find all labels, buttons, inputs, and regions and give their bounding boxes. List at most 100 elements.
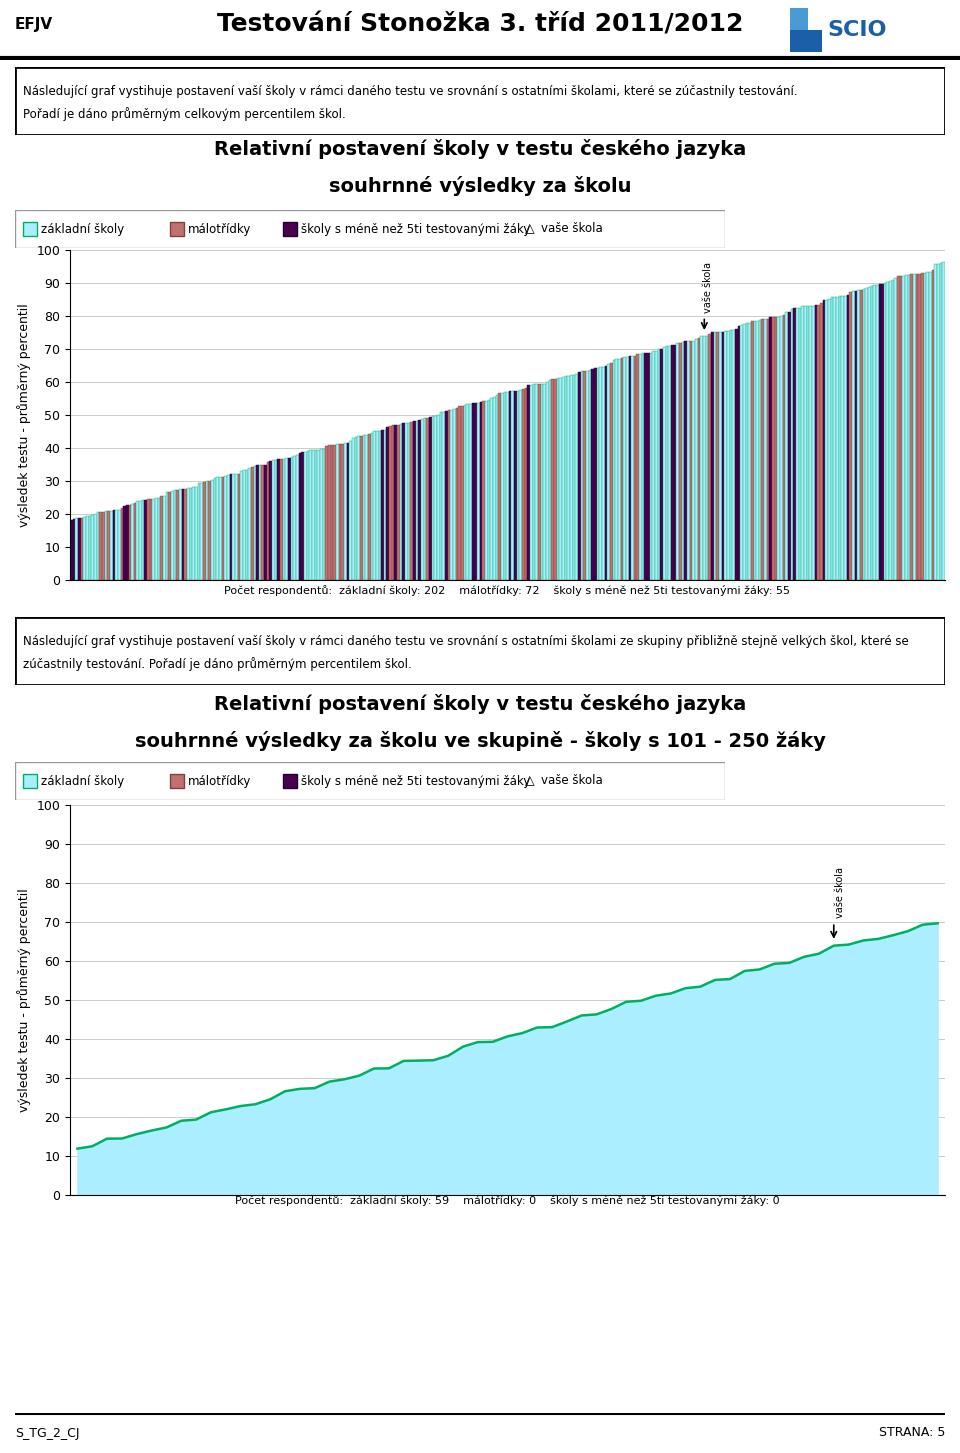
Bar	[884, 283, 886, 580]
Bar	[892, 280, 895, 580]
Bar	[826, 299, 828, 580]
Bar	[253, 466, 256, 580]
Bar	[437, 416, 440, 580]
Bar	[807, 9, 822, 31]
Bar	[722, 331, 724, 580]
Bar	[916, 273, 919, 580]
Bar	[492, 397, 495, 580]
Bar	[782, 315, 785, 580]
Text: základní školy: základní školy	[41, 774, 124, 788]
Bar	[671, 346, 674, 580]
Bar	[730, 330, 732, 580]
Bar	[325, 446, 328, 580]
Bar	[713, 333, 716, 580]
Bar	[357, 436, 360, 580]
Bar	[790, 9, 807, 31]
Bar	[498, 392, 501, 580]
Bar	[512, 391, 515, 580]
Bar	[240, 471, 243, 580]
Bar	[205, 481, 208, 580]
Bar	[443, 413, 445, 580]
Bar	[575, 375, 578, 580]
Bar	[471, 404, 474, 580]
Bar	[203, 482, 205, 580]
Bar	[363, 434, 365, 580]
Bar	[285, 458, 288, 580]
Bar	[411, 423, 413, 580]
Bar	[86, 516, 88, 580]
Bar	[519, 389, 522, 580]
Bar	[381, 430, 384, 580]
Bar	[841, 296, 844, 580]
Bar	[480, 402, 482, 580]
Bar	[772, 317, 775, 580]
Bar	[432, 416, 434, 580]
Bar	[716, 331, 719, 580]
Bar	[482, 401, 485, 580]
Bar	[235, 474, 237, 580]
Bar	[924, 273, 926, 580]
Bar	[323, 449, 325, 580]
Bar	[594, 368, 596, 580]
Bar	[485, 401, 488, 580]
Bar	[943, 262, 945, 580]
Bar	[352, 437, 354, 580]
Bar	[392, 426, 395, 580]
Bar	[123, 506, 126, 580]
Bar	[267, 462, 270, 580]
Bar	[376, 432, 378, 580]
Bar	[214, 478, 216, 580]
Bar	[174, 490, 177, 580]
Bar	[277, 459, 280, 580]
Bar	[503, 392, 506, 580]
Bar	[748, 323, 751, 580]
Bar	[631, 356, 634, 580]
Bar	[256, 465, 259, 580]
Bar	[126, 506, 129, 580]
Bar	[533, 384, 536, 580]
Bar	[421, 418, 423, 580]
Bar	[655, 350, 658, 580]
Text: S_TG_2_CJ: S_TG_2_CJ	[15, 1427, 80, 1440]
Bar	[830, 296, 833, 580]
Bar	[629, 356, 631, 580]
Bar	[754, 321, 756, 580]
Bar	[450, 410, 453, 580]
Bar	[886, 282, 889, 580]
Bar	[491, 398, 492, 580]
Bar	[857, 291, 860, 580]
Bar	[833, 296, 836, 580]
Bar	[719, 331, 722, 580]
Text: SCIO: SCIO	[827, 20, 886, 41]
Bar	[746, 323, 748, 580]
Bar	[695, 339, 698, 580]
Text: Relativní postavení školy v testu českého jazyka: Relativní postavení školy v testu českéh…	[214, 138, 746, 158]
Text: málotřídky: málotřídky	[188, 222, 252, 235]
Bar	[530, 385, 533, 580]
Bar	[180, 490, 181, 580]
Bar	[306, 452, 309, 580]
Bar	[84, 517, 86, 580]
Bar	[809, 305, 812, 580]
Bar	[208, 481, 211, 580]
Y-axis label: výsledek testu - průměrný percentil: výsledek testu - průměrný percentil	[17, 888, 31, 1112]
Bar	[102, 511, 105, 580]
Bar	[889, 282, 892, 580]
Bar	[171, 491, 174, 580]
Bar	[812, 305, 815, 580]
Bar	[211, 479, 214, 580]
Bar	[900, 276, 902, 580]
Bar	[88, 516, 91, 580]
Bar	[767, 318, 770, 580]
Bar	[225, 477, 227, 580]
Bar	[551, 379, 554, 580]
Bar	[932, 270, 934, 580]
Bar	[456, 408, 458, 580]
Bar	[251, 468, 253, 580]
Bar	[689, 340, 692, 580]
Bar	[216, 477, 219, 580]
Bar	[109, 511, 112, 580]
Bar	[309, 450, 312, 580]
Bar	[222, 477, 225, 580]
Bar	[272, 459, 275, 580]
